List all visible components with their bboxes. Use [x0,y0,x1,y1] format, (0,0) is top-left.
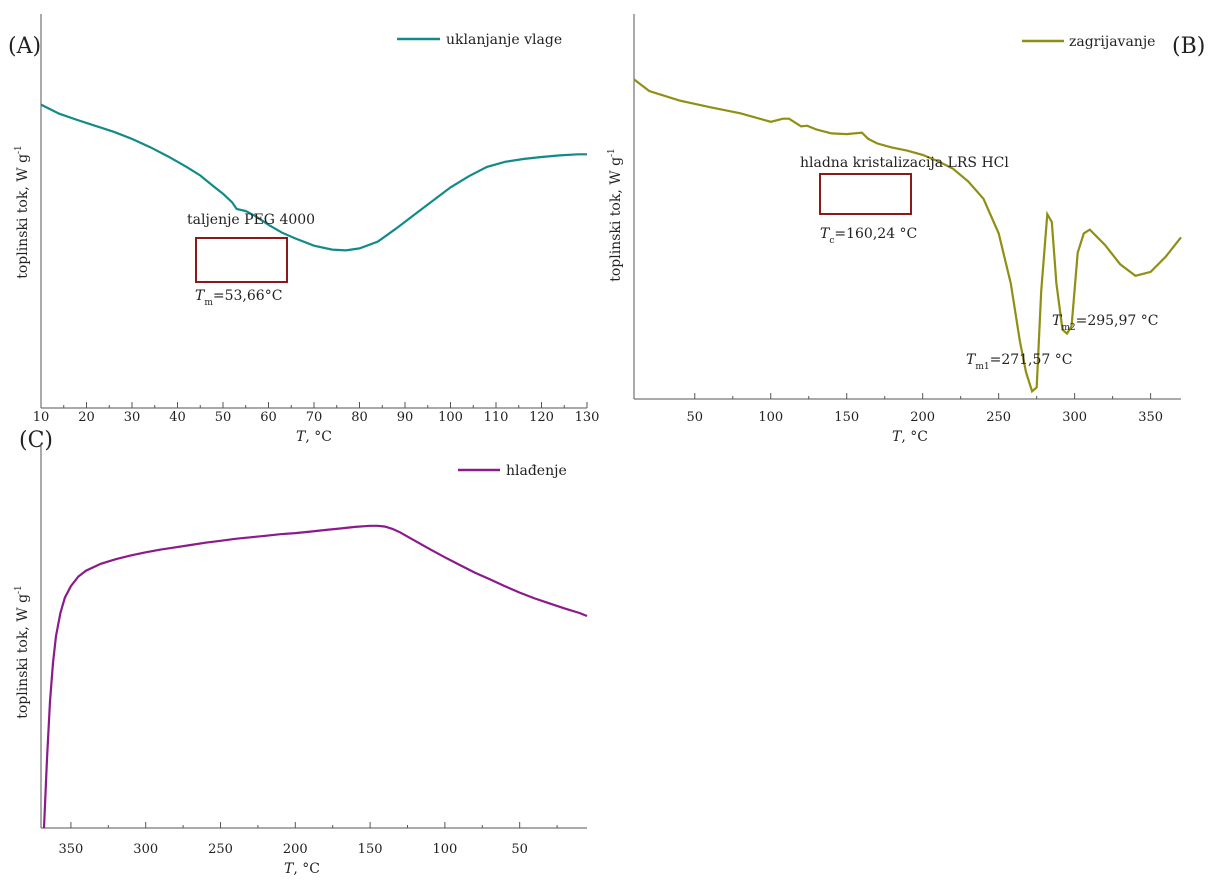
x-axis-label: T, °C [284,861,320,877]
x-tick-label: 350 [59,842,84,857]
annotation-tm1: Tm1=271,57 °C [966,352,1073,372]
x-tick-label: 60 [260,410,277,425]
legend-label: uklanjanje vlage [446,32,562,48]
legend: hlađenje [458,463,567,479]
series-line [633,78,1182,394]
x-tick-label: 200 [910,410,935,425]
x-tick-label: 40 [169,410,186,425]
panel-a: (A) 10 20 30 40 50 60 70 80 90 100 110 120 130 T, °C… [8,14,599,445]
panel-label: (B) [1172,34,1205,59]
annotation-box [195,237,288,283]
legend-label: hlađenje [506,463,567,479]
x-tick-label: 90 [397,410,414,425]
x-tick-label: 100 [438,410,463,425]
x-ticks: 50 100 150 200 250 300 350 [687,393,1163,425]
x-tick-label: 250 [208,842,233,857]
x-tick-label: 10 [33,410,50,425]
x-tick-label: 20 [78,410,95,425]
y-axis-label: toplinski tok, W g-1 [607,148,624,282]
x-tick-label: 300 [1062,410,1087,425]
x-tick-label: 200 [283,842,308,857]
x-tick-label: 100 [758,410,783,425]
x-tick-label: 50 [687,410,704,425]
y-axis-label: toplinski tok, W g-1 [14,145,31,279]
annotation-label: hladna kristalizacija LRS HCl [800,155,1009,171]
annotation-box [819,173,912,215]
x-axis-label: T, °C [892,429,928,445]
x-tick-label: 100 [432,842,457,857]
annotation-tc: Tc=160,24 °C [820,226,917,246]
x-tick-label: 300 [133,842,158,857]
y-axis-label: toplinski tok, W g-1 [14,585,31,719]
annotation-tm2: Tm2=295,97 °C [1052,313,1159,333]
x-tick-label: 350 [1138,410,1163,425]
x-ticks: 350 300 250 200 150 100 50 [59,822,558,857]
panel-b: (B) 50 100 150 200 250 300 350 T, °C toplinski… [607,14,1205,445]
x-tick-label: 130 [575,410,600,425]
x-tick-label: 110 [484,410,509,425]
x-tick-label: 80 [351,410,368,425]
x-tick-label: 250 [986,410,1011,425]
series-line [40,103,587,252]
legend: uklanjanje vlage [397,32,562,48]
x-tick-label: 150 [834,410,859,425]
x-tick-label: 120 [529,410,554,425]
x-tick-label: 30 [124,410,141,425]
series-line [42,524,588,829]
panel-c: (C) 350 300 250 200 150 100 50 T, °C toplinski… [14,428,588,877]
x-tick-label: 50 [511,842,528,857]
panel-label: (C) [19,428,53,453]
x-axis-label: T, °C [296,429,332,445]
annotation-tm: Tm=53,66°C [195,288,282,308]
annotation-label: taljenje PEG 4000 [187,212,315,228]
x-tick-label: 150 [358,842,383,857]
panel-label: (A) [8,34,41,59]
legend: zagrijavanje [1022,34,1155,50]
x-tick-label: 70 [306,410,323,425]
legend-label: zagrijavanje [1069,34,1155,50]
x-ticks: 10 20 30 40 50 60 70 80 90 100 110 120 130 [33,402,600,425]
x-tick-label: 50 [215,410,232,425]
